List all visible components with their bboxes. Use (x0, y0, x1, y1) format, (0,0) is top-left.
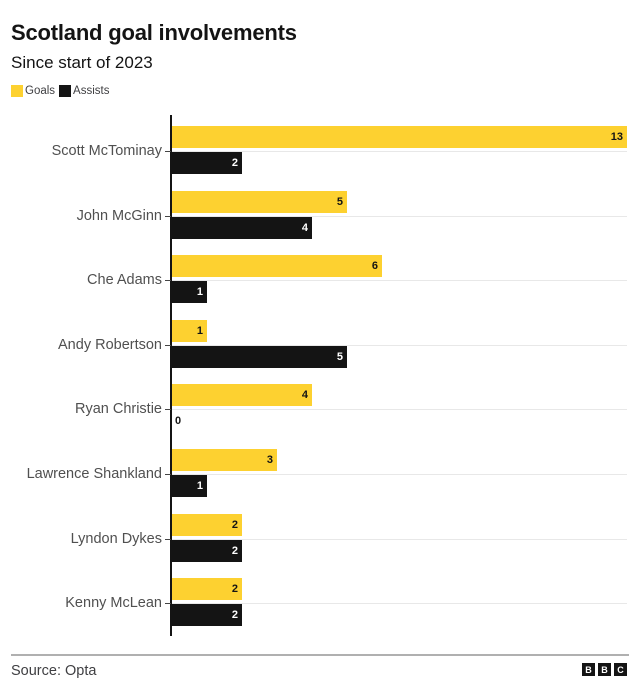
gridline (172, 409, 627, 410)
bar-value-label: 0 (175, 415, 182, 427)
category-label: Ryan Christie (74, 401, 162, 417)
goals-swatch (11, 85, 23, 97)
assists-bar: 1 (172, 281, 207, 303)
y-axis-tick (165, 474, 171, 475)
y-axis-tick (165, 151, 171, 152)
category-label: Lyndon Dykes (70, 531, 162, 547)
gridline (172, 216, 627, 217)
bar-value-label: 2 (231, 545, 238, 557)
bar-value-label: 2 (231, 583, 238, 595)
legend-label-assists: Assists (73, 85, 110, 97)
category-label: Lawrence Shankland (26, 466, 162, 482)
bar-value-label: 6 (371, 260, 378, 272)
legend-item-goals: Goals (11, 85, 55, 97)
bbc-logo-letter: B (598, 663, 611, 676)
assists-bar: 2 (172, 604, 242, 626)
gridline (172, 539, 627, 540)
goals-bar: 5 (172, 191, 347, 213)
source-note: Source: Opta (11, 663, 97, 679)
y-axis-tick (165, 280, 171, 281)
y-axis-tick (165, 345, 171, 346)
gridline (172, 280, 627, 281)
category-label: Scott McTominay (51, 143, 162, 159)
legend: Goals Assists (11, 85, 113, 97)
bar-value-label: 5 (336, 196, 343, 208)
assists-bar: 1 (172, 475, 207, 497)
goals-bar: 2 (172, 578, 242, 600)
goals-bar: 3 (172, 449, 277, 471)
gridline (172, 474, 627, 475)
assists-bar: 2 (172, 540, 242, 562)
assists-swatch (59, 85, 72, 97)
bar-value-label: 1 (196, 480, 203, 492)
bar-value-label: 4 (301, 389, 308, 401)
bbc-logo-letter: C (614, 663, 627, 676)
assists-bar: 4 (172, 217, 312, 239)
category-label: Che Adams (87, 272, 162, 288)
goals-bar: 4 (172, 384, 312, 406)
assists-bar: 0 (172, 410, 192, 432)
y-axis-tick (165, 216, 171, 217)
gridline (172, 345, 627, 346)
goals-bar: 2 (172, 514, 242, 536)
bbc-logo-letter: B (582, 663, 595, 676)
chart-title: Scotland goal involvements (11, 20, 297, 45)
goals-bar: 13 (172, 126, 627, 148)
assists-bar: 2 (172, 152, 242, 174)
bbc-logo: B B C (582, 663, 627, 676)
gridline (172, 151, 627, 152)
gridline (172, 603, 627, 604)
bar-value-label: 13 (610, 131, 623, 143)
footer-divider (11, 654, 629, 656)
bar-value-label: 2 (231, 157, 238, 169)
y-axis-tick (165, 603, 171, 604)
bar-value-label: 4 (301, 222, 308, 234)
bar-value-label: 2 (231, 609, 238, 621)
goals-bar: 1 (172, 320, 207, 342)
bar-value-label: 2 (231, 519, 238, 531)
bar-value-label: 1 (196, 286, 203, 298)
category-label: Kenny McLean (65, 595, 162, 611)
legend-label-goals: Goals (25, 85, 56, 97)
y-axis-tick (165, 409, 171, 410)
category-label: John McGinn (76, 208, 162, 224)
goals-bar: 6 (172, 255, 382, 277)
bar-value-label: 1 (196, 325, 203, 337)
bar-value-label: 5 (336, 351, 343, 363)
y-axis-tick (165, 539, 171, 540)
assists-bar: 5 (172, 346, 347, 368)
y-axis-line (170, 115, 172, 636)
legend-item-assists: Assists (59, 85, 109, 97)
bar-value-label: 3 (266, 454, 273, 466)
category-label: Andy Robertson (58, 337, 162, 353)
chart-subtitle: Since start of 2023 (11, 53, 153, 72)
